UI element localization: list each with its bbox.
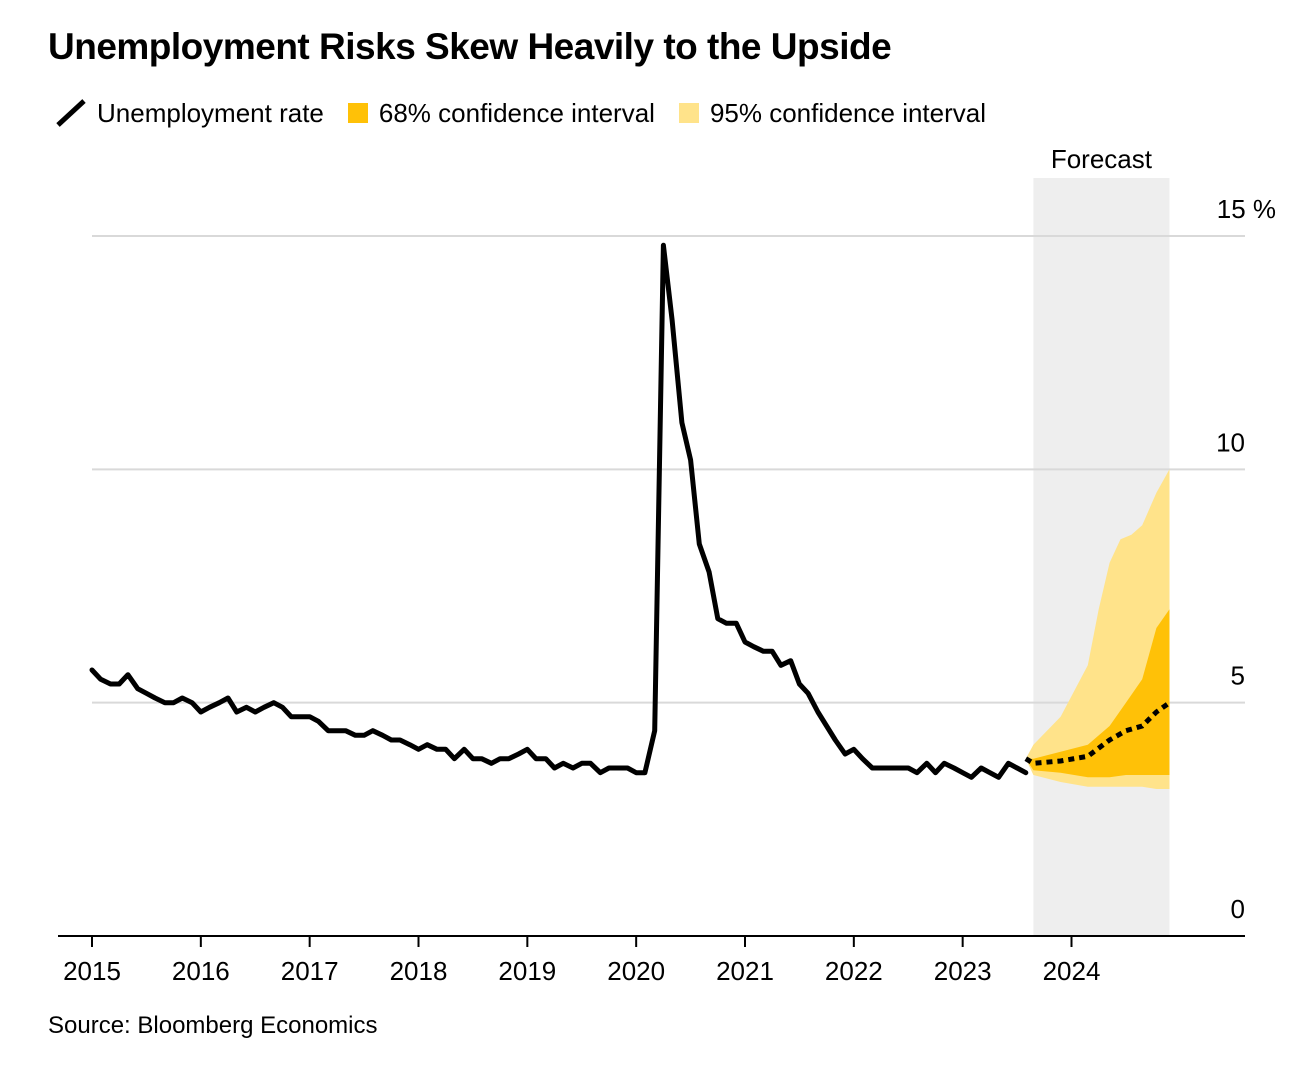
- legend-item-ci68: 68% confidence interval: [347, 97, 655, 129]
- x-tick-label: 2024: [1043, 956, 1101, 986]
- x-tick-label: 2019: [498, 956, 556, 986]
- ci68-band: [1025, 609, 1170, 778]
- legend-line-icon: [56, 99, 86, 127]
- legend-swatch-ci68: [347, 103, 368, 123]
- x-tick-label: 2022: [825, 956, 883, 986]
- y-tick-label: 15 %: [1217, 194, 1276, 224]
- x-tick-label: 2017: [281, 956, 339, 986]
- x-tick-label: 2016: [172, 956, 230, 986]
- y-tick-label: 5: [1231, 661, 1245, 691]
- chart-title: Unemployment Risks Skew Heavily to the U…: [48, 26, 892, 67]
- legend-swatch-ci95: [678, 103, 699, 123]
- forecast-median-line: [1024, 700, 1171, 766]
- x-tick-label: 2023: [934, 956, 992, 986]
- x-tick-label: 2020: [607, 956, 665, 986]
- x-tick-label: 2021: [716, 956, 774, 986]
- forecast-label: Forecast: [1051, 144, 1153, 174]
- source-note: Source: Bloomberg Economics: [48, 1012, 378, 1039]
- chart-legend: Unemployment rate 68% confidence interva…: [55, 96, 1010, 130]
- legend-item-unemployment-rate: Unemployment rate: [55, 97, 324, 129]
- x-tick-label: 2015: [63, 956, 121, 986]
- x-tick-label: 2018: [390, 956, 448, 986]
- legend-item-ci95: 95% confidence interval: [678, 97, 987, 129]
- legend-label: 68% confidence interval: [378, 97, 655, 128]
- y-tick-label: 10: [1216, 427, 1245, 457]
- unemployment-rate-line: [89, 242, 1029, 780]
- y-tick-label: 0: [1231, 894, 1245, 924]
- legend-label: 95% confidence interval: [709, 97, 987, 128]
- legend-label: Unemployment rate: [97, 97, 324, 128]
